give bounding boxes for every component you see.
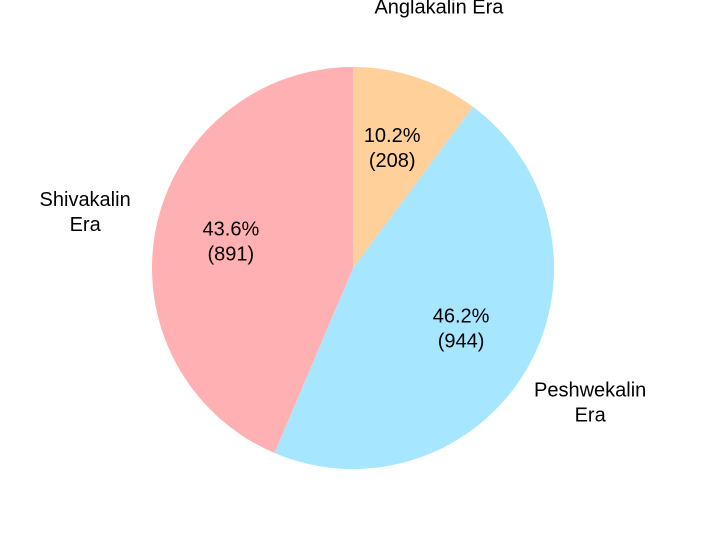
value-label: 43.6% (891) — [203, 219, 260, 266]
category-label: Shivakalin Era — [40, 189, 131, 236]
category-label: Anglakalin Era — [374, 0, 504, 19]
value-label: 46.2% (944) — [433, 306, 490, 353]
category-label: Peshwekalin Era — [534, 380, 646, 427]
pie-slice — [151, 67, 353, 454]
value-label: 10.2% (208) — [364, 125, 421, 172]
pie-slice — [274, 106, 555, 470]
pie-slice — [353, 67, 473, 268]
